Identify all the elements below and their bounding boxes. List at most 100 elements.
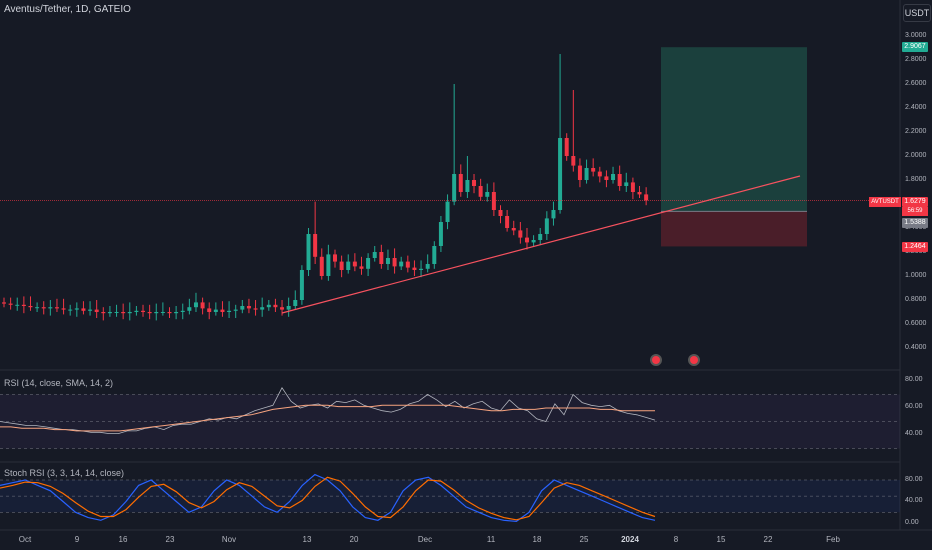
- event-marker-icon[interactable]: [650, 354, 662, 366]
- loss-zone: [661, 211, 807, 247]
- candle-body: [280, 307, 285, 310]
- candle-body: [346, 261, 351, 270]
- candle-body: [187, 307, 192, 311]
- candle-body: [326, 254, 331, 276]
- candle-body: [558, 138, 563, 210]
- candle-body: [624, 182, 629, 186]
- candle-body: [597, 171, 602, 177]
- stoch-pane-title: Stoch RSI (3, 3, 14, 14, close): [4, 468, 125, 478]
- candle-body: [94, 309, 99, 312]
- candle-body: [478, 186, 483, 197]
- price-tick: 0.8000: [905, 296, 927, 303]
- price-tick: 0.4000: [905, 344, 927, 351]
- time-label: 18: [532, 535, 542, 544]
- candle-body: [352, 261, 357, 267]
- candle-body: [193, 302, 198, 308]
- candle-body: [551, 210, 556, 219]
- candle-body: [160, 312, 165, 313]
- candle-body: [366, 258, 371, 269]
- rsi-tick: 80.00: [905, 376, 923, 383]
- candle-body: [385, 258, 390, 264]
- candle-body: [180, 310, 185, 312]
- price-tick: 2.4000: [905, 104, 927, 111]
- candle-body: [591, 168, 596, 172]
- stoch-tick: 0.00: [905, 519, 919, 526]
- candle-body: [240, 306, 245, 310]
- candle-body: [524, 237, 529, 243]
- candle-body: [174, 312, 179, 314]
- candle-body: [114, 312, 119, 313]
- price-tick: 0.6000: [905, 320, 927, 327]
- candle-body: [61, 308, 66, 310]
- candle-body: [564, 138, 569, 156]
- candle-body: [412, 267, 417, 270]
- time-label: Oct: [18, 535, 32, 544]
- candle-body: [101, 312, 106, 314]
- trendline: [281, 175, 801, 314]
- candle-body: [544, 218, 549, 234]
- candle-body: [458, 174, 463, 192]
- candle-body: [68, 309, 73, 311]
- time-label: 23: [165, 535, 175, 544]
- price-tick: 2.8000: [905, 56, 927, 63]
- candle-body: [2, 302, 6, 304]
- candle-body: [392, 258, 397, 267]
- candle-body: [154, 312, 159, 314]
- candle-body: [644, 194, 649, 201]
- rsi-pane-title: RSI (14, close, SMA, 14, 2): [4, 378, 114, 388]
- rsi-tick: 60.00: [905, 403, 923, 410]
- time-label: 22: [763, 535, 773, 544]
- stoch-tick: 40.00: [905, 497, 923, 504]
- candle-body: [253, 308, 258, 310]
- time-label: 9: [74, 535, 80, 544]
- entry-tag: 1.5388: [902, 218, 928, 228]
- candle-body: [531, 240, 536, 243]
- candle-body: [419, 268, 424, 270]
- candle-body: [74, 308, 79, 310]
- candle-body: [319, 256, 324, 276]
- candle-body: [41, 307, 46, 309]
- candle-body: [8, 303, 13, 305]
- candle-body: [213, 309, 218, 312]
- candle-body: [372, 252, 377, 258]
- time-label: 13: [302, 535, 312, 544]
- currency-button[interactable]: USDT: [903, 4, 931, 22]
- candle-body: [452, 174, 457, 202]
- candle-body: [359, 266, 364, 269]
- candle-body: [498, 210, 503, 216]
- time-label: 15: [716, 535, 726, 544]
- price-tick: 1.8000: [905, 176, 927, 183]
- candle-body: [220, 309, 225, 312]
- stoch-tick: 80.00: [905, 476, 923, 483]
- candle-body: [306, 234, 311, 270]
- candle-body: [518, 230, 523, 238]
- last-price-tag: 1.6279: [902, 197, 928, 207]
- candle-body: [21, 304, 26, 306]
- candle-body: [233, 309, 238, 311]
- candle-body: [299, 270, 304, 300]
- candle-body: [571, 156, 576, 166]
- candle-body: [48, 307, 53, 309]
- time-label: 2024: [621, 535, 639, 544]
- price-tick: 2.2000: [905, 128, 927, 135]
- candle-body: [538, 234, 543, 240]
- candle-body: [445, 201, 450, 222]
- candle-body: [472, 180, 477, 186]
- candle-body: [28, 306, 33, 308]
- candle-body: [491, 192, 496, 210]
- candle-body: [200, 302, 205, 309]
- candle-body: [617, 174, 622, 186]
- candle-body: [333, 254, 337, 262]
- time-label: Feb: [826, 535, 840, 544]
- candle-body: [54, 307, 59, 309]
- candle-body: [505, 216, 510, 228]
- stoch-d-line: [0, 476, 656, 521]
- rsi-line: [0, 387, 656, 435]
- candle-body: [293, 300, 298, 306]
- candle-body: [584, 168, 589, 180]
- candle-body: [273, 304, 278, 308]
- price-tick: 2.6000: [905, 80, 927, 87]
- event-marker-icon[interactable]: [688, 354, 700, 366]
- candle-body: [141, 310, 146, 312]
